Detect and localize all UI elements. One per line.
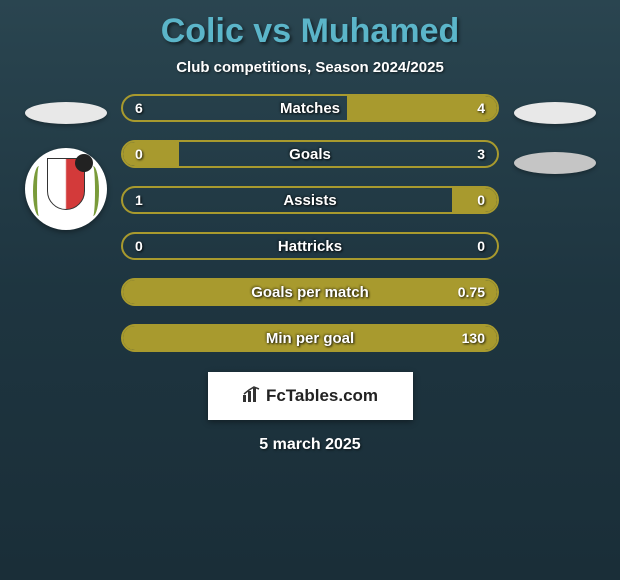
stat-label: Hattricks <box>123 234 497 258</box>
ball-icon <box>75 154 93 172</box>
stat-value-right: 0 <box>477 234 485 258</box>
stat-value-right: 0 <box>477 188 485 212</box>
stat-value-right: 130 <box>462 326 485 350</box>
laurel-left-icon <box>33 166 45 216</box>
stat-value-right: 0.75 <box>458 280 485 304</box>
footer-date: 5 march 2025 <box>0 436 620 454</box>
stats-bars: 6Matches40Goals31Assists00Hattricks0Goal… <box>113 94 507 352</box>
player-left-placeholder <box>25 102 107 124</box>
stat-label: Min per goal <box>123 326 497 350</box>
stat-bar: Goals per match0.75 <box>121 278 499 306</box>
club-badge-left <box>25 148 107 230</box>
stat-bar: 1Assists0 <box>121 186 499 214</box>
stat-bar: 0Hattricks0 <box>121 232 499 260</box>
page-title: Colic vs Muhamed <box>0 0 620 51</box>
stat-label: Matches <box>123 96 497 120</box>
stat-label: Assists <box>123 188 497 212</box>
stat-value-right: 3 <box>477 142 485 166</box>
page-subtitle: Club competitions, Season 2024/2025 <box>0 59 620 76</box>
stat-value-right: 4 <box>477 96 485 120</box>
stat-bar: Min per goal130 <box>121 324 499 352</box>
stat-label: Goals per match <box>123 280 497 304</box>
stat-bar: 0Goals3 <box>121 140 499 168</box>
chart-icon <box>242 385 264 408</box>
club-right-placeholder <box>514 152 596 174</box>
comparison-content: 6Matches40Goals31Assists00Hattricks0Goal… <box>0 94 620 352</box>
brand-footer: FcTables.com <box>208 372 413 420</box>
player-right-placeholder <box>514 102 596 124</box>
stat-label: Goals <box>123 142 497 166</box>
laurel-right-icon <box>87 166 99 216</box>
right-column <box>507 94 602 352</box>
left-column <box>18 94 113 352</box>
brand-text: FcTables.com <box>266 386 378 406</box>
stat-bar: 6Matches4 <box>121 94 499 122</box>
